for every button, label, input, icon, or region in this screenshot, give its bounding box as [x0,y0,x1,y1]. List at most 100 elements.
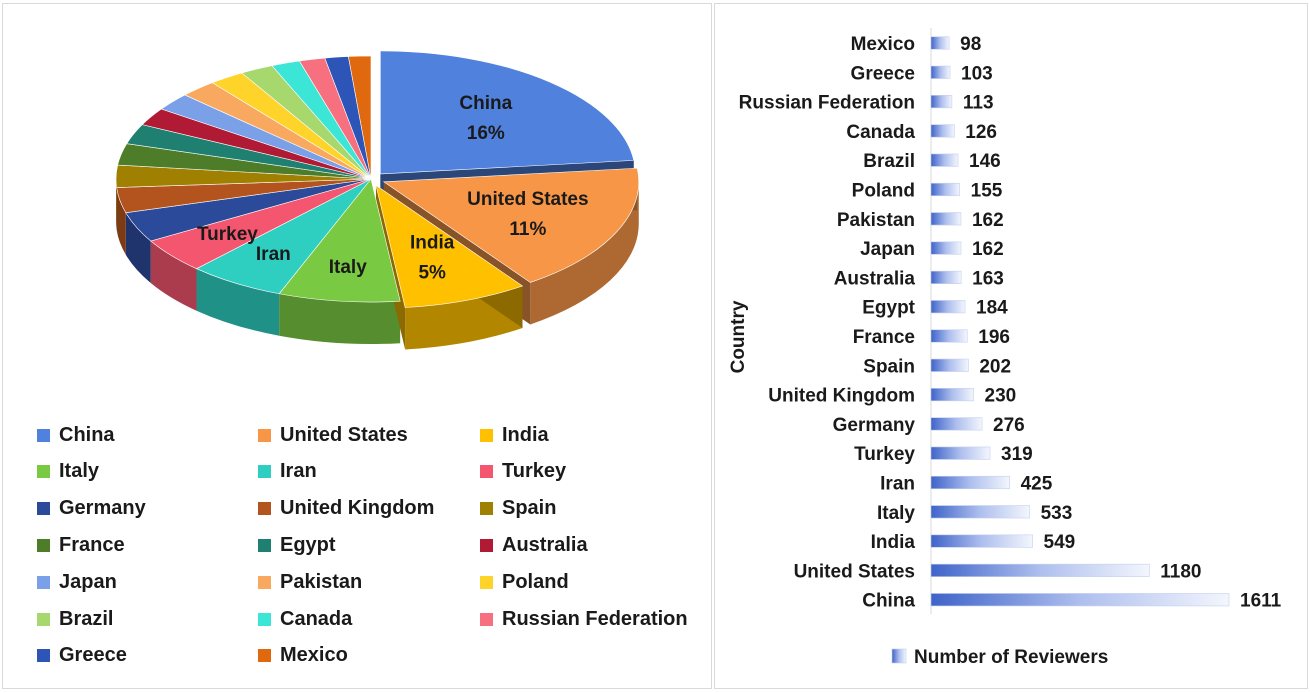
bar-russian-federation [930,95,953,109]
bar-canada [930,124,955,138]
legend-label: Italy [59,460,100,483]
legend-item-russian-federation: Russian Federation [480,606,688,632]
slice-percent-china: 16% [467,123,505,144]
legend-label: Pakistan [280,570,363,593]
legend-label: Spain [502,497,557,520]
legend-swatch [480,575,493,589]
pie-slice-united-states [382,167,640,283]
data-label-mexico: 98 [960,34,981,55]
legend-swatch [37,612,50,626]
legend-item-egypt: Egypt [258,532,336,558]
pie-side-turkey [150,240,197,311]
bar-legend-label: Number of Reviewers [914,647,1108,668]
pie-side-united-kingdom [116,187,126,255]
pie-chart: China 16% United States 11% India 5% Italy Iran… [115,50,640,350]
y-tick-label-united-kingdom: United Kingdom [768,386,915,407]
y-tick-label-china: China [862,591,915,612]
legend-item-australia: Australia [480,532,588,558]
data-label-china: 1611 [1240,591,1282,612]
legend-swatch [258,612,271,626]
pie-side-germany [125,212,151,283]
legend-swatch [480,428,493,442]
bar-germany [930,417,983,431]
bar-brazil [930,153,959,167]
y-tick-label-germany: Germany [833,415,916,436]
data-label-canada: 126 [965,122,997,143]
data-label-japan: 162 [972,239,1004,260]
legend-label: Mexico [280,644,348,667]
y-tick-label-egypt: Egypt [862,298,915,319]
slice-percent-india: 5% [418,263,446,284]
legend-label: Brazil [59,607,114,630]
y-tick-label-japan: Japan [860,239,915,260]
legend-item-india: India [480,422,549,448]
legend-label: Germany [59,497,146,520]
pie-slice-italy [278,178,401,303]
legend-item-pakistan: Pakistan [258,569,362,595]
legend-swatch [37,538,50,552]
bar-india [930,534,1033,548]
bar-united-states [930,563,1150,577]
legend-swatch [258,538,271,552]
slice-label-united-states: United States [467,189,588,210]
pie-chart-panel: China 16% United States 11% India 5% Italy Iran… [2,3,712,689]
legend-label: India [502,423,549,446]
legend-item-germany: Germany [37,496,146,522]
slice-label-iran: Iran [256,244,291,265]
pie-slice-india [375,184,524,308]
y-tick-label-united-states: United States [794,561,915,582]
legend-item-spain: Spain [480,496,556,522]
data-label-australia: 163 [972,268,1004,289]
legend-label: Iran [280,460,317,483]
legend-item-greece: Greece [37,643,127,669]
legend-swatch [258,428,271,442]
pie-labels: China 16% United States 11% India 5% Italy Iran… [197,93,589,283]
bar-united-kingdom [930,388,974,402]
bar-greece [930,65,951,79]
legend-item-mexico: Mexico [258,643,348,669]
y-tick-label-canada: Canada [846,122,915,143]
bar-japan [930,241,962,255]
bar-france [930,329,968,343]
pie-tops [115,50,640,308]
bar-chart-panel: Mexico 98 Greece 103 Russian Federation 113 Ca… [714,3,1308,689]
legend-label: Greece [59,644,127,667]
bar-egypt [930,300,966,314]
legend-label: France [59,533,125,556]
legend-label: United States [280,423,408,446]
legend-item-japan: Japan [37,569,117,595]
legend-swatch [258,465,271,479]
data-label-spain: 202 [979,356,1011,377]
legend-label: China [59,423,115,446]
legend-item-turkey: Turkey [480,459,566,485]
legend-swatch [480,612,493,626]
y-tick-label-turkey: Turkey [854,444,915,465]
legend-swatch [37,502,50,516]
bar-china [930,593,1230,607]
pie-side-spain [116,179,117,230]
data-label-poland: 155 [971,181,1003,202]
data-label-india: 549 [1044,532,1076,553]
data-label-united-states: 1180 [1160,561,1201,582]
y-tick-label-india: India [871,532,916,553]
y-tick-label-iran: Iran [880,474,915,495]
slice-percent-united-states: 11% [509,219,546,240]
data-label-egypt: 184 [976,298,1008,319]
bar-poland [930,182,960,197]
data-label-pakistan: 162 [972,210,1004,231]
legend-swatch [480,465,493,479]
legend-label: Egypt [280,533,336,556]
pie-slice-mexico [348,55,372,180]
bar-italy [930,505,1030,519]
data-label-france: 196 [978,327,1010,348]
pie-slice-china [380,50,635,175]
data-label-germany: 276 [993,415,1025,436]
pie-side-italy [279,293,401,345]
legend-swatch [480,538,493,552]
legend-swatch [37,575,50,589]
legend-swatch [37,428,50,442]
y-tick-label-australia: Australia [834,268,916,289]
data-label-italy: 533 [1041,503,1073,524]
legend-swatch [480,502,493,516]
y-tick-label-spain: Spain [863,356,915,377]
